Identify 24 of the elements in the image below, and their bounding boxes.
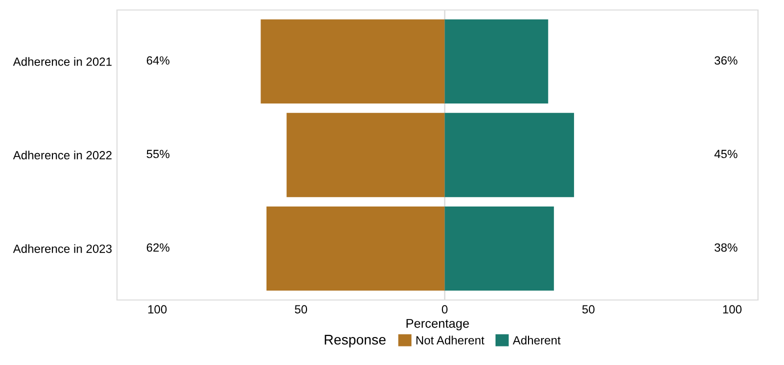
annotation: 64% (146, 56, 170, 65)
bar (444, 206, 554, 291)
x-tick-label: 100 (148, 305, 167, 314)
x-tick-label: 50 (294, 305, 308, 314)
annotation: 36% (714, 56, 738, 65)
x-tick-label: 50 (582, 305, 595, 314)
y-tick-label: Adherence in 2021 (13, 57, 112, 66)
annotation: 45% (714, 150, 738, 158)
annotation: 38% (714, 243, 738, 252)
y-tick-label: Adherence in 2023 (13, 244, 112, 253)
y-tick-label: Adherence in 2022 (13, 150, 112, 160)
annotation: 62% (146, 243, 170, 252)
legend-label: Adherent (512, 336, 561, 344)
x-tick-label: 0 (442, 305, 448, 314)
x-axis-title: Percentage (406, 319, 469, 330)
bar (260, 19, 445, 104)
bar (266, 206, 445, 291)
legend-title: Response (324, 334, 386, 348)
x-tick-label: 100 (723, 305, 742, 314)
bar (444, 112, 574, 198)
annotation: 55% (146, 150, 170, 158)
bar (286, 112, 445, 198)
legend-label: Not Adherent (416, 336, 484, 344)
bar (444, 19, 548, 104)
